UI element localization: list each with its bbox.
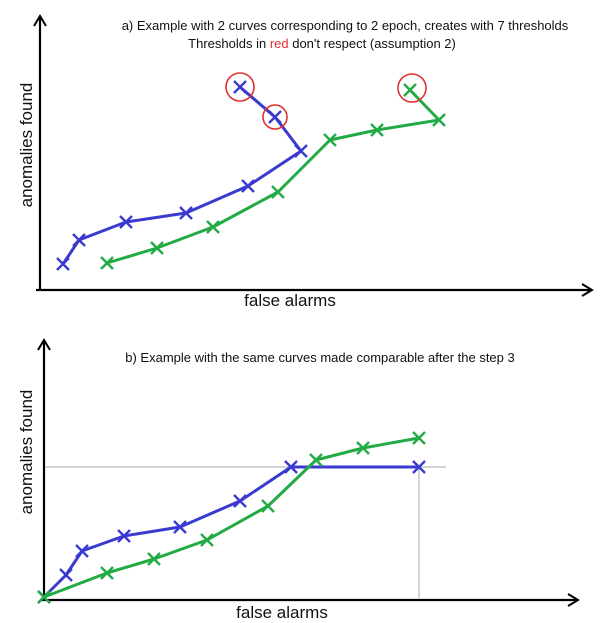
panel-a-red-circle-1 [225, 72, 255, 102]
panel-a-blue-curve [56, 80, 308, 271]
panel-b-green-line [43, 436, 420, 599]
panel-a-green-marker-8 [403, 83, 417, 97]
panel-b-green-marker-3 [147, 552, 161, 566]
panel-a-green-curve [100, 83, 446, 270]
panel-a-blue-marker-6 [294, 144, 308, 158]
panel-a-title-line2: Thresholds in red don't respect (assumpt… [188, 36, 456, 51]
panel-a-green-marker-4 [271, 185, 285, 199]
panel-a-blue-marker-5 [241, 179, 255, 193]
panel-a-blue-marker-8 [233, 80, 247, 94]
panel-a-blue-marker-2 [72, 233, 86, 247]
panel-a-green-marker-5 [323, 133, 337, 147]
panel-a-x-label: false alarms [244, 291, 336, 310]
panel-b: b) Example with the same curves made com… [17, 338, 580, 622]
panel-a-green-marker-1 [100, 256, 114, 270]
panel-b-blue-marker-3 [75, 544, 89, 558]
panel-a-title-suffix: don't respect (assumption 2) [289, 36, 456, 51]
panel-a-title-line1: a) Example with 2 curves corresponding t… [122, 18, 569, 33]
panel-a-title-prefix: Thresholds in [188, 36, 270, 51]
panel-b-green-marker-5 [261, 499, 275, 513]
panel-a: a) Example with 2 curves corresponding t… [17, 14, 594, 310]
panel-b-blue-marker-8 [412, 460, 426, 474]
panel-a-red-circle-3 [397, 73, 427, 103]
panel-a-green-marker-7 [432, 113, 446, 127]
panel-b-green-marker-1 [37, 590, 51, 604]
panel-a-blue-marker-3 [119, 215, 133, 229]
panel-b-green-marker-7 [356, 441, 370, 455]
panel-b-blue-marker-7 [284, 460, 298, 474]
panel-b-green-marker-2 [100, 566, 114, 580]
panel-b-y-label: anomalies found [17, 390, 36, 515]
panel-b-green-marker-8 [412, 431, 426, 445]
panel-b-green-curve [37, 431, 426, 604]
panel-b-blue-marker-4 [117, 529, 131, 543]
panel-a-blue-marker-1 [56, 257, 70, 271]
panel-b-blue-marker-6 [233, 494, 247, 508]
panel-a-green-marker-3 [206, 220, 220, 234]
panel-a-title-red-word: red [270, 36, 289, 51]
panel-a-green-marker-6 [370, 123, 384, 137]
panel-b-title: b) Example with the same curves made com… [125, 350, 514, 365]
panel-b-blue-curve [37, 460, 426, 604]
panel-b-green-marker-4 [200, 533, 214, 547]
panel-b-blue-line [42, 465, 419, 599]
panel-a-blue-marker-7 [268, 110, 282, 124]
panel-a-red-circles [225, 72, 427, 130]
panel-b-green-marker-6 [309, 453, 323, 467]
panel-a-blue-marker-4 [179, 206, 193, 220]
panel-b-x-label: false alarms [236, 603, 328, 622]
panel-a-y-label: anomalies found [17, 83, 36, 208]
panel-b-blue-marker-2 [59, 568, 73, 582]
panel-b-blue-marker-5 [173, 520, 187, 534]
panel-a-green-line [106, 88, 441, 265]
panel-a-red-circle-2 [262, 104, 288, 130]
panel-a-green-marker-2 [150, 241, 164, 255]
